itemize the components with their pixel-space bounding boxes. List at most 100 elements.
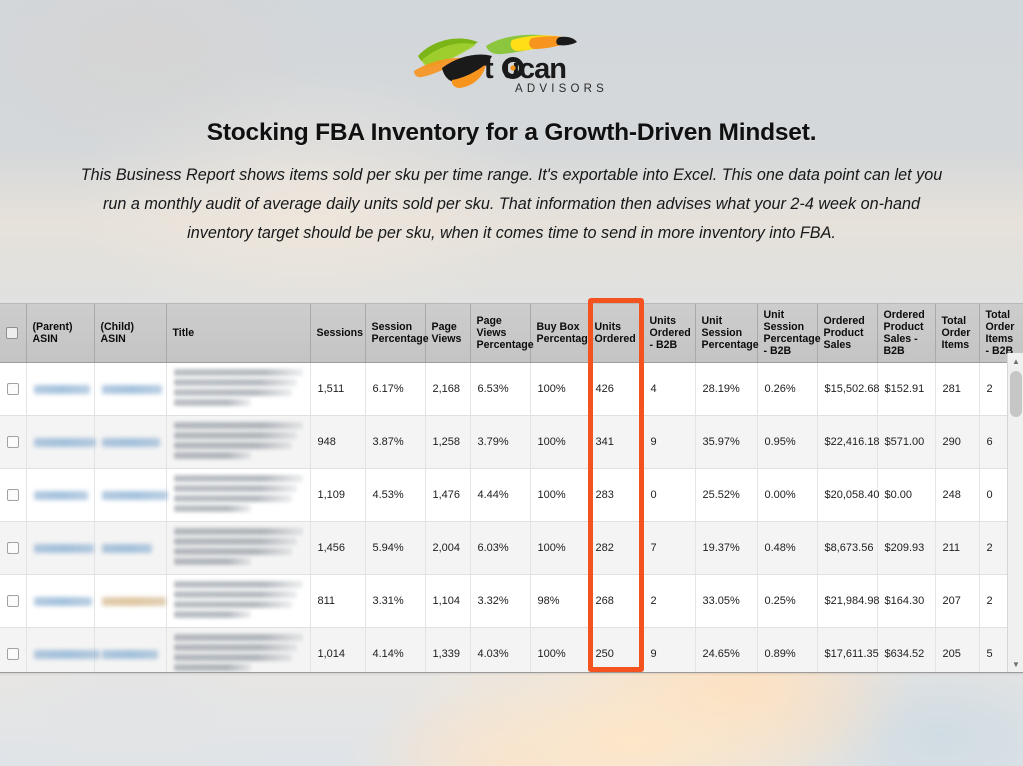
ordered-product-sales-cell: $17,611.35 (817, 627, 879, 672)
page-views-percentage-cell: 3.79% (470, 415, 531, 469)
toucan-advisors-logo: t ucan ADVISORS (412, 26, 612, 98)
row-checkbox-cell[interactable] (0, 521, 27, 575)
parent-asin-redacted[interactable] (33, 437, 96, 447)
unit-session-percentage-b2b-cell: 0.25% (757, 574, 818, 628)
unit-session-percentage-cell: 25.52% (695, 468, 758, 522)
product-title-redacted-line (173, 379, 298, 386)
row-checkbox[interactable] (7, 436, 19, 449)
row-checkbox-cell[interactable] (0, 468, 27, 522)
column-header-units-ordered-b2b[interactable]: Units Ordered - B2B (643, 304, 696, 363)
row-checkbox[interactable] (7, 595, 19, 608)
table-vertical-scrollbar[interactable]: ▲ ▼ (1007, 353, 1023, 672)
column-header-buy-box-percentage[interactable]: Buy Box Percentage (530, 304, 594, 363)
child-asin-redacted[interactable] (101, 490, 168, 500)
table-row[interactable]: 811 3.31% 1,104 3.32% 98% 268 2 33.05% 0.25% $21,… (0, 574, 1023, 628)
product-title-redacted-line (173, 581, 303, 588)
child-asin-cell[interactable] (94, 468, 168, 522)
session-percentage-cell: 4.53% (365, 468, 426, 522)
product-title-redacted-line (173, 485, 298, 492)
child-asin-cell[interactable] (94, 521, 167, 575)
parent-asin-redacted[interactable] (33, 649, 100, 659)
column-header-child-asin[interactable]: (Child) ASIN (94, 304, 167, 363)
product-title-redacted-line (173, 495, 293, 502)
parent-asin-redacted[interactable] (33, 543, 94, 553)
product-title-redacted-line (173, 369, 303, 376)
child-asin-cell[interactable] (94, 574, 167, 628)
units-ordered-b2b-cell: 2 (643, 574, 696, 628)
row-checkbox-cell[interactable] (0, 415, 27, 469)
buy-box-percentage-cell: 100% (530, 468, 589, 522)
sessions-cell: 1,456 (310, 521, 366, 575)
parent-asin-redacted[interactable] (33, 384, 90, 394)
page-views-cell: 2,004 (425, 521, 471, 575)
parent-asin-redacted[interactable] (33, 596, 92, 606)
select-all-checkbox[interactable] (6, 327, 18, 340)
product-title-cell (166, 574, 311, 628)
table-body: 1,511 6.17% 2,168 6.53% 100% 426 4 28.19% 0.26% $… (0, 362, 1023, 672)
scroll-down-arrow-icon[interactable]: ▼ (1008, 656, 1023, 672)
row-checkbox[interactable] (7, 542, 19, 555)
scroll-up-arrow-icon[interactable]: ▲ (1008, 353, 1023, 369)
table-row[interactable]: 1,511 6.17% 2,168 6.53% 100% 426 4 28.19% 0.26% $… (0, 362, 1023, 416)
select-all-header[interactable] (0, 304, 27, 363)
parent-asin-cell[interactable] (26, 627, 100, 672)
table-row[interactable]: 1,456 5.94% 2,004 6.03% 100% 282 7 19.37% 0.48% $… (0, 521, 1023, 575)
ordered-product-sales-cell: $15,502.68 (817, 362, 880, 416)
parent-asin-cell[interactable] (26, 415, 96, 469)
column-header-sessions[interactable]: Sessions (310, 304, 366, 363)
page-views-cell: 1,258 (425, 415, 471, 469)
row-checkbox[interactable] (7, 648, 19, 661)
column-header-parent-asin[interactable]: (Parent) ASIN (26, 304, 95, 363)
child-asin-cell[interactable] (94, 627, 167, 672)
child-asin-redacted[interactable] (101, 384, 162, 394)
parent-asin-cell[interactable] (26, 521, 95, 575)
session-percentage-cell: 3.31% (365, 574, 426, 628)
units-ordered-b2b-cell: 7 (643, 521, 696, 575)
column-header-page-views[interactable]: Page Views (425, 304, 471, 363)
row-checkbox-cell[interactable] (0, 574, 27, 628)
page-views-cell: 1,339 (425, 627, 471, 672)
product-title-redacted-line (173, 399, 251, 406)
page-views-cell: 1,476 (425, 468, 471, 522)
row-checkbox-cell[interactable] (0, 362, 27, 416)
product-title-redacted-line (173, 601, 293, 608)
parent-asin-cell[interactable] (26, 468, 95, 522)
session-percentage-cell: 5.94% (365, 521, 426, 575)
units-ordered-b2b-cell: 9 (643, 415, 696, 469)
ordered-product-sales-cell: $20,058.40 (817, 468, 880, 522)
parent-asin-cell[interactable] (26, 574, 95, 628)
business-report-table-panel[interactable]: (Parent) ASIN (Child) ASIN Title Session… (0, 303, 1023, 673)
unit-session-percentage-cell: 35.97% (695, 415, 758, 469)
row-checkbox-cell[interactable] (0, 627, 27, 672)
column-header-page-views-percentage[interactable]: Page Views Percentage (470, 304, 534, 363)
row-checkbox[interactable] (7, 489, 19, 502)
parent-asin-cell[interactable] (26, 362, 95, 416)
row-checkbox[interactable] (7, 383, 19, 396)
table-row[interactable]: 1,109 4.53% 1,476 4.44% 100% 283 0 25.52% 0.00% $… (0, 468, 1023, 522)
column-header-title[interactable]: Title (166, 304, 311, 363)
ordered-product-sales-b2b-cell: $571.00 (877, 415, 936, 469)
column-header-session-percentage[interactable]: Session Percentage (365, 304, 429, 363)
table-row[interactable]: 1,014 4.14% 1,339 4.03% 100% 250 9 24.65% 0.89% $… (0, 627, 1023, 672)
child-asin-redacted[interactable] (101, 437, 160, 447)
child-asin-redacted[interactable] (101, 543, 152, 553)
session-percentage-cell: 3.87% (365, 415, 426, 469)
sessions-cell: 1,109 (310, 468, 366, 522)
product-title-cell (166, 468, 311, 522)
column-header-unit-session-percentage-b2b[interactable]: Unit Session Percentage - B2B (757, 304, 821, 363)
column-header-total-order-items[interactable]: Total Order Items (935, 304, 980, 363)
child-asin-cell[interactable] (94, 415, 167, 469)
scrollbar-thumb[interactable] (1010, 371, 1022, 417)
product-title-redacted-line (173, 634, 303, 641)
child-asin-redacted[interactable] (101, 649, 158, 659)
column-header-ordered-product-sales[interactable]: Ordered Product Sales (817, 304, 878, 363)
table-row[interactable]: 948 3.87% 1,258 3.79% 100% 341 9 35.97% 0.95% $22… (0, 415, 1023, 469)
product-title-redacted-line (173, 389, 293, 396)
product-title-redacted-line (173, 558, 251, 565)
child-asin-cell[interactable] (94, 362, 167, 416)
column-header-unit-session-percentage[interactable]: Unit Session Percentage (695, 304, 759, 363)
column-header-ordered-product-sales-b2b[interactable]: Ordered Product Sales - B2B (877, 304, 936, 363)
child-asin-redacted[interactable] (101, 596, 166, 606)
parent-asin-redacted[interactable] (33, 490, 88, 500)
column-header-units-ordered[interactable]: Units Ordered (588, 304, 644, 363)
